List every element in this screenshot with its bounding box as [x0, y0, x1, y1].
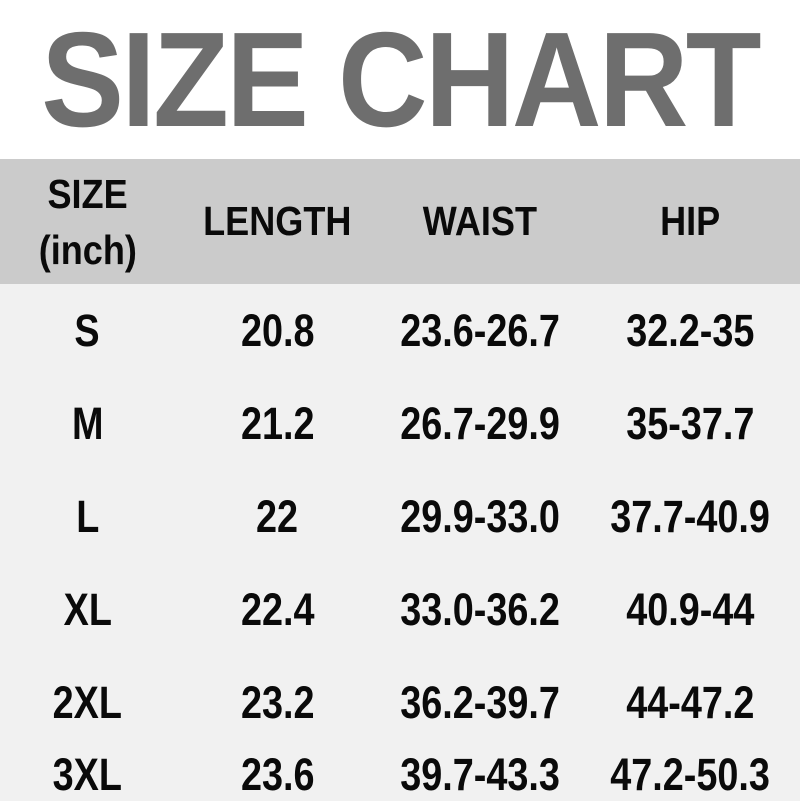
column-header-size-label: SIZE	[47, 170, 128, 217]
table-row: XL 22.4 33.0-36.2 40.9-44	[0, 563, 800, 656]
cell-size: M	[71, 397, 104, 449]
cell-length: 22.4	[240, 583, 315, 635]
table-body: S 20.8 23.6-26.7 32.2-35 M 21.2 26.7-29.…	[0, 284, 800, 801]
cell-length: 23.2	[240, 676, 315, 728]
cell-length: 20.8	[240, 304, 315, 356]
cell-size: S	[74, 304, 101, 356]
cell-hip: 40.9-44	[625, 583, 755, 635]
cell-size: XL	[63, 583, 112, 635]
cell-waist: 23.6-26.7	[400, 304, 560, 356]
table-header: SIZE (inch) LENGTH WAIST HIP	[0, 159, 800, 284]
cell-size: L	[75, 490, 100, 542]
cell-waist: 33.0-36.2	[400, 583, 560, 635]
cell-size: 2XL	[52, 676, 123, 728]
cell-hip: 37.7-40.9	[610, 490, 770, 542]
column-header-size-unit: (inch)	[38, 226, 137, 273]
table-row: S 20.8 23.6-26.7 32.2-35	[0, 284, 800, 377]
cell-hip: 47.2-50.3	[610, 749, 770, 800]
cell-hip: 32.2-35	[625, 304, 755, 356]
table-row: 2XL 23.2 36.2-39.7 44-47.2	[0, 656, 800, 749]
column-header-hip: HIP	[659, 198, 721, 244]
cell-hip: 35-37.7	[625, 397, 755, 449]
cell-waist: 29.9-33.0	[400, 490, 560, 542]
cell-length: 23.6	[240, 749, 315, 800]
cell-waist: 36.2-39.7	[400, 676, 560, 728]
table-row: 3XL 23.6 39.7-43.3 47.2-50.3	[0, 749, 800, 801]
cell-waist: 39.7-43.3	[400, 749, 560, 800]
cell-hip: 44-47.2	[625, 676, 755, 728]
cell-size: 3XL	[52, 749, 123, 800]
size-chart-title-area: SIZE CHART	[0, 0, 800, 159]
column-header-size: SIZE (inch)	[0, 159, 175, 284]
cell-length: 22	[256, 490, 299, 542]
cell-waist: 26.7-29.9	[400, 397, 560, 449]
table-header-row: SIZE (inch) LENGTH WAIST HIP	[0, 159, 800, 284]
table-row: M 21.2 26.7-29.9 35-37.7	[0, 377, 800, 470]
cell-length: 21.2	[240, 397, 315, 449]
page-title: SIZE CHART	[41, 4, 761, 155]
table-row: L 22 29.9-33.0 37.7-40.9	[0, 470, 800, 563]
column-header-length: LENGTH	[203, 198, 352, 244]
size-chart-table: SIZE (inch) LENGTH WAIST HIP S 20.8 23.6…	[0, 159, 800, 801]
column-header-waist: WAIST	[422, 198, 538, 244]
